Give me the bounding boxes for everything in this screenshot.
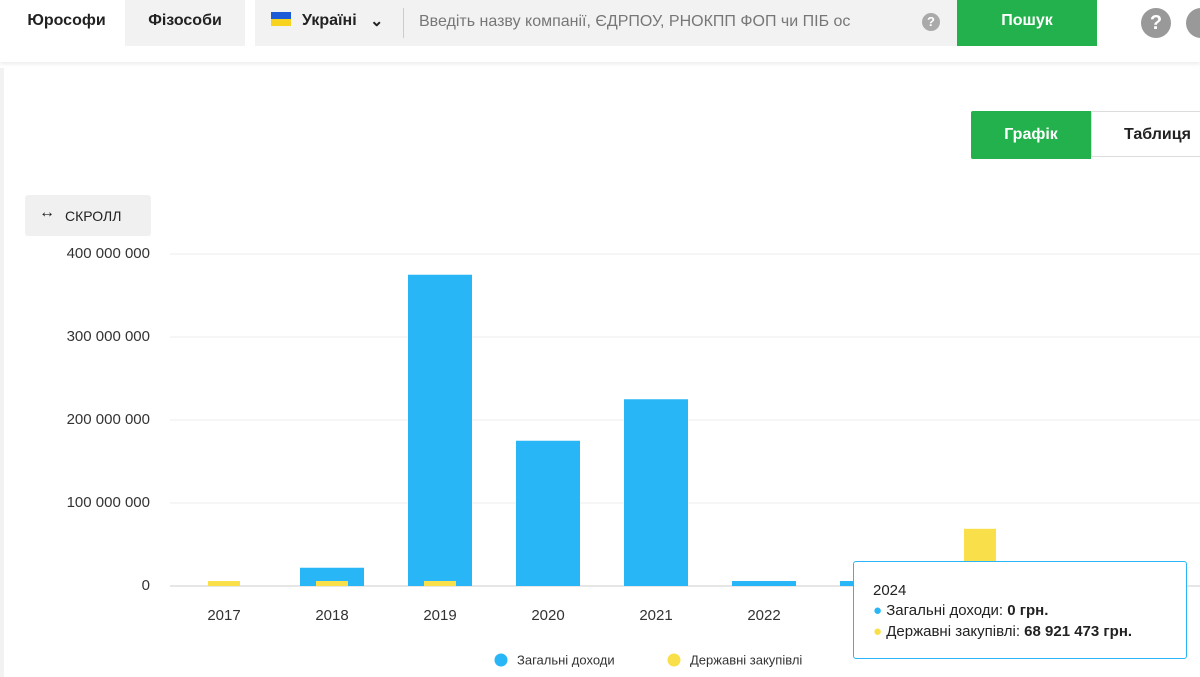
bar xyxy=(624,399,688,586)
scroll-button[interactable]: ↔ СКРОЛЛ xyxy=(25,195,151,236)
y-tick-label: 400 000 000 xyxy=(67,245,150,262)
scroll-icon: ↔ xyxy=(39,204,55,221)
chart-toggle[interactable]: Графік xyxy=(971,111,1091,159)
settings-icon[interactable] xyxy=(1186,8,1200,38)
table-toggle[interactable]: Таблиця xyxy=(1091,111,1200,157)
tab[interactable]: Фізособи xyxy=(125,0,245,46)
tooltip-label: Загальні доходи: xyxy=(886,602,1004,619)
x-tick-label: 2017 xyxy=(207,607,240,624)
tooltip: 2024 ● Загальні доходи: 0 грн. ● Державн… xyxy=(853,561,1187,659)
tooltip-value: 0 грн. xyxy=(1007,602,1049,619)
tab[interactable]: Юрософи xyxy=(8,0,125,46)
x-tick-label: 2019 xyxy=(423,607,456,624)
tooltip-value: 68 921 473 грн. xyxy=(1024,623,1133,640)
x-tick-label: 2020 xyxy=(531,607,564,624)
bar xyxy=(732,581,796,586)
tooltip-label: Державні закупівлі: xyxy=(886,623,1020,640)
divider xyxy=(403,8,404,38)
tooltip-row: ● Державні закупівлі: 68 921 473 грн. xyxy=(873,623,1133,640)
bar xyxy=(408,274,472,586)
tooltip-title: 2024 xyxy=(873,582,907,599)
scroll-label: СКРОЛЛ xyxy=(65,208,122,224)
y-tick-label: 100 000 000 xyxy=(67,494,150,511)
y-tick-label: 0 xyxy=(142,577,150,594)
help-icon[interactable]: ? xyxy=(922,13,940,31)
tooltip-row: ● Загальні доходи: 0 грн. xyxy=(873,602,1049,619)
y-tick-label: 300 000 000 xyxy=(67,328,150,345)
search-button[interactable]: Пошук xyxy=(957,0,1097,46)
legend-marker xyxy=(494,653,508,667)
x-tick-label: 2021 xyxy=(639,607,672,624)
bar xyxy=(316,581,348,586)
legend-marker xyxy=(667,653,681,667)
legend-label: Загальні доходи xyxy=(517,652,615,667)
search-box: Україні ⌄ Введіть назву компанії, ЄДРПОУ… xyxy=(255,0,957,46)
side-border xyxy=(0,68,4,677)
help-icon[interactable]: ? xyxy=(1141,8,1171,38)
top-bar: Юрософи Фізособи Україні ⌄ Введіть назву… xyxy=(0,0,1200,62)
legend-label: Державні закупівлі xyxy=(690,652,802,667)
x-tick-label: 2022 xyxy=(747,607,780,624)
x-tick-label: 2018 xyxy=(315,607,348,624)
bar xyxy=(424,581,456,586)
flag xyxy=(271,19,291,26)
search-input[interactable]: Введіть назву компанії, ЄДРПОУ, РНОКПП Ф… xyxy=(419,13,851,30)
bar xyxy=(516,440,580,586)
bar xyxy=(208,581,240,586)
flag xyxy=(271,12,291,19)
y-tick-label: 200 000 000 xyxy=(67,411,150,428)
country-select[interactable]: Україні xyxy=(302,12,357,29)
chevron: ⌄ xyxy=(370,13,384,30)
